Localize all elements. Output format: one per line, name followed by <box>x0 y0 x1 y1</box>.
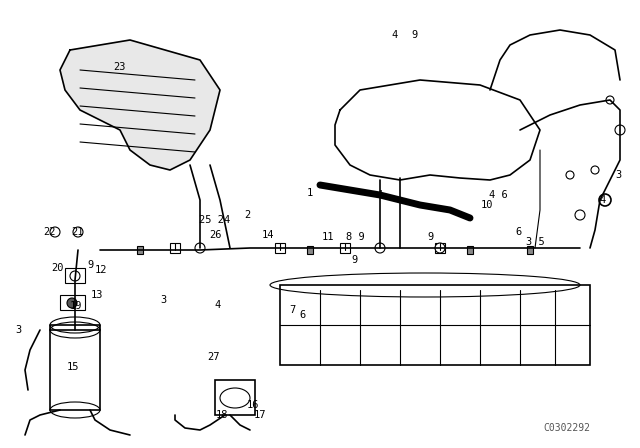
Circle shape <box>375 243 385 253</box>
Text: 15: 15 <box>67 362 79 372</box>
Text: 19: 19 <box>70 301 83 311</box>
Text: 9: 9 <box>427 232 433 242</box>
Text: 3: 3 <box>160 295 166 305</box>
Text: 10: 10 <box>481 200 493 210</box>
Text: 4: 4 <box>600 195 606 205</box>
Text: 18: 18 <box>216 410 228 420</box>
Bar <box>467 246 473 254</box>
Bar <box>275 243 285 253</box>
Text: 3 5: 3 5 <box>525 237 545 247</box>
Bar <box>527 246 533 254</box>
Bar <box>170 243 180 253</box>
Text: 9: 9 <box>412 30 418 40</box>
Text: 22: 22 <box>44 227 56 237</box>
Bar <box>65 268 85 283</box>
Text: 4: 4 <box>377 190 383 200</box>
Text: 20: 20 <box>52 263 64 273</box>
Bar <box>215 380 255 415</box>
Bar <box>60 295 85 310</box>
Bar <box>340 243 350 253</box>
Bar <box>50 330 100 410</box>
Text: C0302292: C0302292 <box>543 423 590 433</box>
Polygon shape <box>335 80 540 180</box>
Text: 26: 26 <box>209 230 221 240</box>
Bar <box>435 243 445 253</box>
Text: 21: 21 <box>72 227 84 237</box>
Circle shape <box>67 298 77 308</box>
Circle shape <box>591 166 599 174</box>
Text: 11: 11 <box>322 232 334 242</box>
Text: 1: 1 <box>307 188 313 198</box>
Text: 14: 14 <box>262 230 275 240</box>
Text: 13: 13 <box>91 290 103 300</box>
Bar <box>307 246 313 254</box>
Text: 6: 6 <box>515 227 521 237</box>
Text: 2: 2 <box>244 210 250 220</box>
Text: 6: 6 <box>299 310 305 320</box>
Text: 3: 3 <box>15 325 21 335</box>
Bar <box>137 246 143 254</box>
Circle shape <box>195 243 205 253</box>
Text: 25 24: 25 24 <box>200 215 230 225</box>
Text: 27: 27 <box>207 352 220 362</box>
Text: 4: 4 <box>215 300 221 310</box>
Polygon shape <box>60 40 220 170</box>
Text: 9: 9 <box>351 255 357 265</box>
Text: 17: 17 <box>253 410 266 420</box>
Text: 12: 12 <box>95 265 108 275</box>
Text: 23: 23 <box>114 62 126 72</box>
Text: 16: 16 <box>247 400 259 410</box>
Text: 4 6: 4 6 <box>488 190 508 200</box>
Text: 7: 7 <box>289 305 295 315</box>
Text: 8 9: 8 9 <box>346 232 364 242</box>
Text: 9: 9 <box>87 260 93 270</box>
Circle shape <box>435 243 445 253</box>
Bar <box>280 285 590 365</box>
Text: 4: 4 <box>392 30 398 40</box>
Text: 3: 3 <box>615 170 621 180</box>
